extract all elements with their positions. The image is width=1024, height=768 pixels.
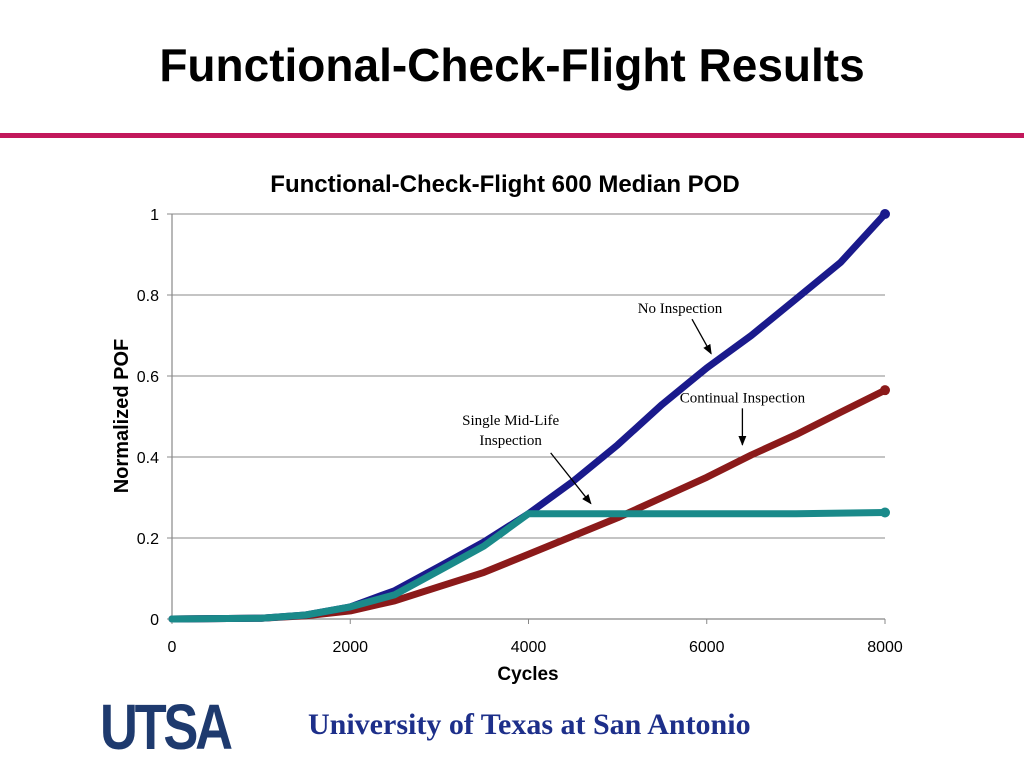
series-end-point-continual-inspection xyxy=(880,385,890,396)
slide-title: Functional-Check-Flight Results xyxy=(159,39,865,91)
utsa-logo: UTSA xyxy=(100,691,233,763)
annotation-label: Continual Inspection xyxy=(680,390,806,406)
annotation-arrow xyxy=(550,452,592,505)
annotation-label: Inspection xyxy=(479,433,542,449)
annotation-single-mid-life: Single Mid-Life Inspection xyxy=(462,413,592,505)
y-tick-label: 0.8 xyxy=(137,288,159,305)
annotation-continual-inspection: Continual Inspection xyxy=(680,390,806,446)
series-end-point-no-inspection xyxy=(880,209,890,219)
annotation-arrow xyxy=(691,318,712,355)
y-tick-label: 0.2 xyxy=(137,531,159,548)
chart-title: Functional-Check-Flight 600 Median POD xyxy=(270,171,739,198)
y-tick-label: 0.6 xyxy=(137,369,159,386)
annotation-no-inspection: No Inspection xyxy=(638,301,723,355)
x-tick-label: 4000 xyxy=(511,639,547,656)
x-tick-label: 0 xyxy=(168,639,177,656)
annotation-label: No Inspection xyxy=(638,301,723,317)
x-tick-label: 8000 xyxy=(867,639,903,656)
pof-line-chart: Functional-Check-Flight 600 Median POD 0… xyxy=(111,171,903,685)
title-divider xyxy=(0,133,1024,138)
series-line-single-mid-life-inspection xyxy=(168,509,889,623)
x-tick-label: 6000 xyxy=(689,639,725,656)
institution-name: University of Texas at San Antonio xyxy=(308,708,751,741)
annotation-label: Single Mid-Life xyxy=(462,413,559,429)
x-axis-label: Cycles xyxy=(497,664,558,685)
x-tick-label: 2000 xyxy=(332,639,368,656)
y-axis-label: Normalized POF xyxy=(111,339,133,493)
y-tick-label: 1 xyxy=(150,207,159,224)
series-end-point-single-mid-life-inspection xyxy=(880,507,890,518)
y-tick-label: 0.4 xyxy=(137,450,159,467)
y-tick-label: 0 xyxy=(150,612,159,629)
